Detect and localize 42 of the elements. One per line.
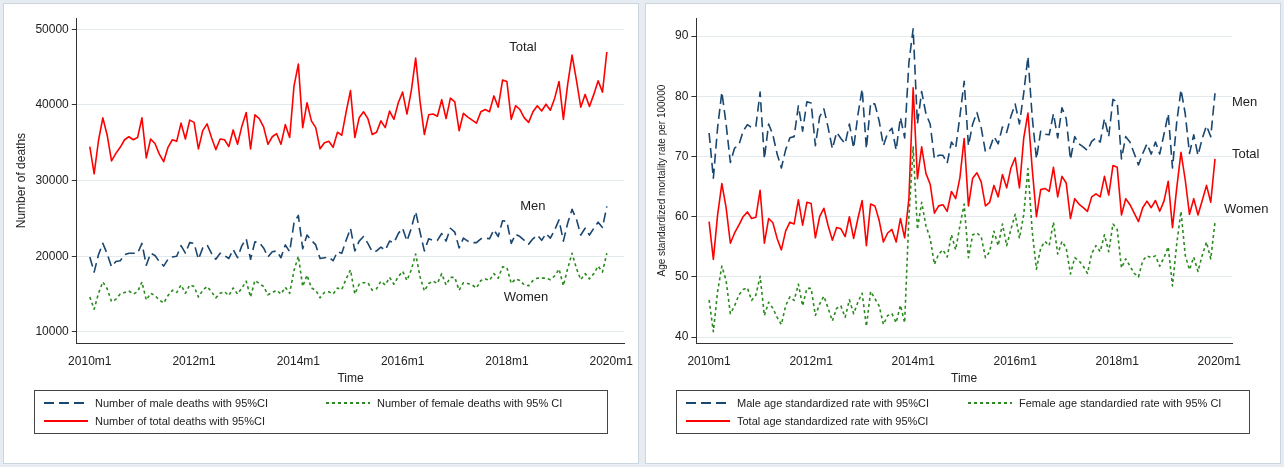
annotation: Women [1223, 201, 1269, 217]
y-tick-label: 80 [674, 88, 689, 103]
annotation: Total [1232, 146, 1260, 162]
line-series [89, 252, 608, 310]
x-axis-title: Time [337, 371, 364, 386]
y-tick-label: 10000 [35, 324, 70, 339]
y-axis-title: Number of deaths [13, 132, 28, 229]
annotation: Women [503, 289, 549, 305]
x-tick-label: 2012m1 [789, 353, 834, 368]
x-tick-label: 2012m1 [172, 353, 217, 368]
line-series [708, 28, 1216, 179]
annotation: Men [520, 198, 546, 214]
y-tick-label: 30000 [35, 172, 70, 187]
legend-label: Number of total deaths with 95%CI [95, 415, 265, 427]
y-tick-label: 50000 [35, 21, 70, 36]
legend-label: Male age standardized rate with 95%CI [737, 397, 929, 409]
y-tick-label: 60 [674, 209, 689, 224]
x-tick-label: 2010m1 [687, 353, 732, 368]
legend-label: Number of male deaths with 95%CI [95, 397, 269, 409]
x-tick-label: 2014m1 [276, 353, 321, 368]
x-tick-label: 2016m1 [993, 353, 1038, 368]
legend-label: Number of female deaths with 95% CI [377, 397, 563, 409]
y-tick-label: 40 [674, 329, 689, 344]
y-tick-label: 40000 [35, 97, 70, 112]
annotation: Men [1232, 94, 1258, 110]
x-tick-label: 2020m1 [589, 353, 634, 368]
x-tick-label: 2018m1 [1095, 353, 1140, 368]
legend-label: Total age standardized rate with 95%CI [737, 415, 929, 427]
x-tick-label: 2016m1 [380, 353, 425, 368]
annotation: Total [509, 38, 537, 54]
x-tick-label: 2014m1 [891, 353, 936, 368]
y-tick-label: 50 [674, 269, 689, 284]
x-axis-title: Time [951, 371, 978, 386]
line-series [708, 146, 1216, 333]
legend-label: Female age standardied rate with 95% CI [1019, 397, 1222, 409]
y-tick-label: 20000 [35, 248, 70, 263]
y-axis-title: Age standardized mortality rate per 100000 [655, 84, 667, 277]
x-tick-label: 2010m1 [68, 353, 112, 368]
y-tick-label: 70 [674, 148, 689, 163]
y-tick-label: 90 [674, 28, 689, 43]
x-tick-label: 2020m1 [1197, 353, 1242, 368]
x-tick-label: 2018m1 [485, 353, 529, 368]
